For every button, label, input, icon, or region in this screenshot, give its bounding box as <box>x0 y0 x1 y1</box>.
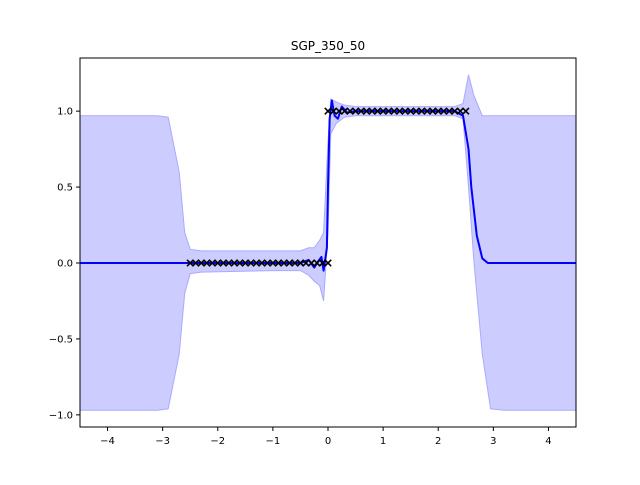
x-tick-label: −1 <box>266 436 281 447</box>
observation-point <box>434 107 442 115</box>
y-tick-label: −0.5 <box>49 334 73 345</box>
observation-point <box>191 259 200 267</box>
observation-point <box>373 107 382 115</box>
observation-point <box>186 259 194 267</box>
x-tick-label: −2 <box>210 436 225 447</box>
observation-point <box>362 107 371 115</box>
observation-point <box>379 107 387 115</box>
y-tick-label: 1.0 <box>57 107 73 118</box>
observation-point <box>346 107 354 115</box>
observation-point <box>390 107 398 115</box>
observation-point <box>450 107 459 115</box>
observation-point <box>384 107 393 115</box>
y-tick-label: 0.5 <box>57 183 73 194</box>
observation-point <box>258 259 266 267</box>
observation-point <box>202 259 211 267</box>
observation-point <box>230 259 239 267</box>
observation-point <box>329 107 338 115</box>
observation-point <box>291 259 299 267</box>
observation-point <box>285 259 294 267</box>
observation-point <box>214 259 222 267</box>
observation-point <box>318 259 327 267</box>
x-tick-label: 3 <box>490 436 496 447</box>
observation-point <box>351 107 360 115</box>
observation-point <box>412 107 420 115</box>
observation-point <box>340 107 349 115</box>
observation-point <box>428 107 437 115</box>
observation-point <box>335 107 343 115</box>
observation-point <box>208 259 217 267</box>
y-tick-label: 0.0 <box>57 259 73 270</box>
observation-point <box>368 107 376 115</box>
y-tick-label: −1.0 <box>49 410 73 421</box>
observation-point <box>406 107 415 115</box>
observation-point <box>462 107 470 115</box>
observation-point <box>401 107 409 115</box>
axes: −4 −3 −2 −1 0 1 2 3 4 −1.0 −0.5 0.0 0.5 1.0 <box>49 57 577 447</box>
observation-point <box>324 259 332 267</box>
observation-point <box>263 259 272 267</box>
observation-point <box>456 107 465 115</box>
observation-point <box>274 259 283 267</box>
observation-point <box>417 107 426 115</box>
observation-point <box>439 107 448 115</box>
x-tick-label: 2 <box>435 436 441 447</box>
observation-point <box>247 259 255 267</box>
observation-point <box>423 107 431 115</box>
observation-point <box>357 107 365 115</box>
observation-point <box>307 259 316 267</box>
observation-point <box>225 259 233 267</box>
observation-point <box>302 259 310 267</box>
observation-point <box>197 259 206 267</box>
observation-markers <box>186 107 470 267</box>
x-tick-label: 0 <box>325 436 331 447</box>
x-tick-label: −3 <box>155 436 170 447</box>
observation-point <box>241 259 250 267</box>
plot-area <box>80 74 576 411</box>
observation-point <box>445 107 454 115</box>
confidence-band <box>80 74 576 411</box>
observation-point <box>236 259 244 267</box>
observation-point <box>296 259 305 267</box>
observation-point <box>395 107 404 115</box>
observation-point <box>324 107 332 115</box>
observation-point <box>280 259 288 267</box>
observation-point <box>313 259 321 267</box>
x-tick-label: 1 <box>380 436 386 447</box>
observation-point <box>269 259 277 267</box>
observation-point <box>219 259 228 267</box>
observation-point <box>252 259 261 267</box>
chart-title: SGP_350_50 <box>291 39 365 53</box>
x-tick-label: −4 <box>100 436 115 447</box>
x-tick-label: 4 <box>545 436 551 447</box>
